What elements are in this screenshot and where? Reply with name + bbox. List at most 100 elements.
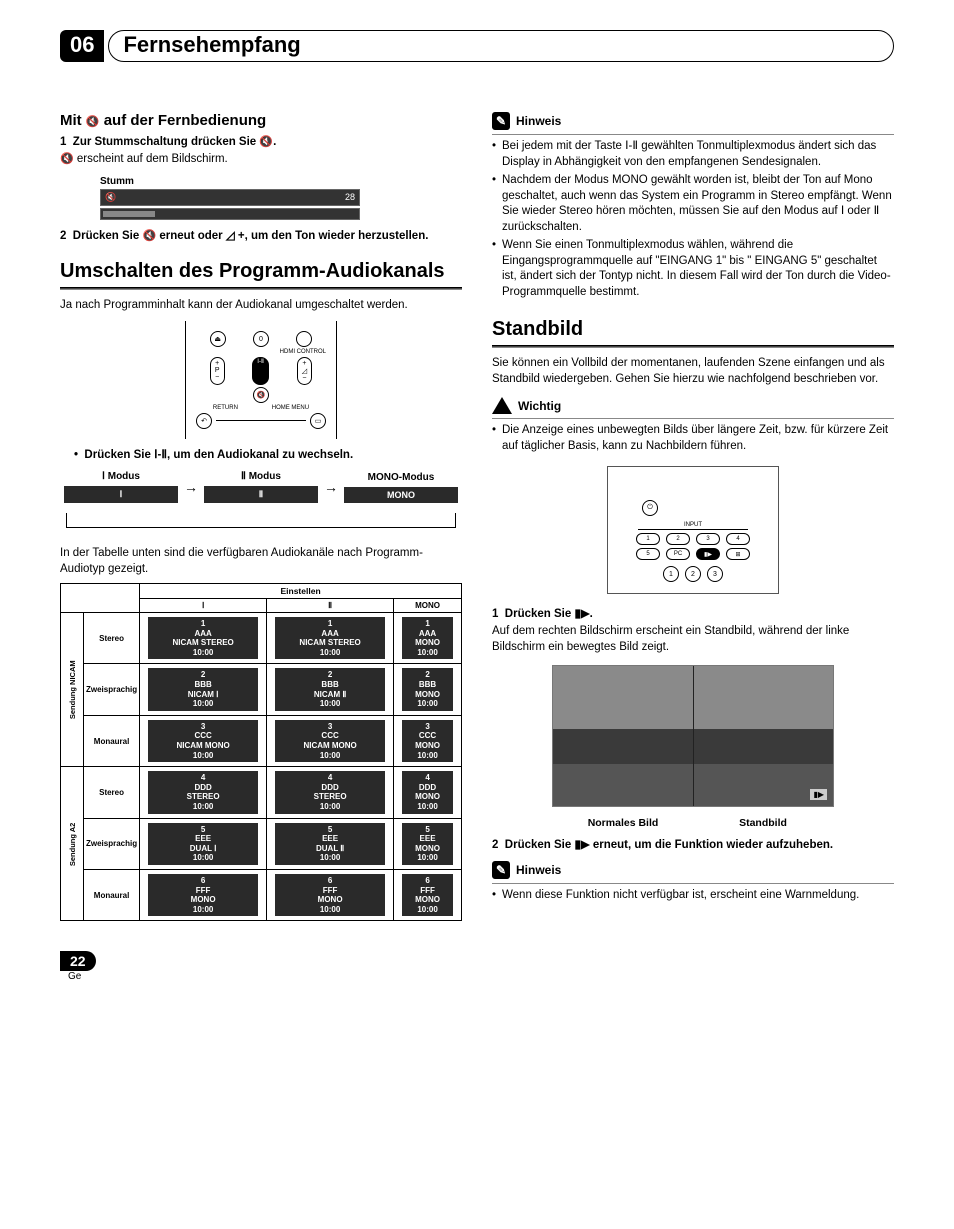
mute-osd-label: Stumm <box>100 176 360 187</box>
chapter-header: 06 Fernsehempfang <box>60 30 894 62</box>
note-bullet: Nachdem der Modus MONO gewählt worden is… <box>492 173 894 235</box>
mute-heading: Mit 🔇 auf der Fernbedienung <box>60 112 462 129</box>
remote-btn: ⏏ <box>210 331 226 347</box>
flow-return-arrow <box>66 513 456 528</box>
mute-step-1: 1 Zur Stummschaltung drücken Sie 🔇. <box>60 135 462 148</box>
remote-btn: 0 <box>253 331 269 347</box>
chapter-number: 06 <box>60 30 104 62</box>
right-column: ✎ Hinweis Bei jedem mit der Taste Ⅰ-Ⅱ ge… <box>492 102 894 921</box>
remote-power-icon: ⏻ <box>642 500 658 516</box>
mode-2: Ⅱ Modus Ⅱ <box>200 471 322 503</box>
audio-cell: 2BBBNICAM Ⅰ10:00 <box>148 668 258 710</box>
audio-cell: 3CCCNICAM MONO10:00 <box>275 720 385 762</box>
audio-cell: 4DDDMONO10:00 <box>402 771 453 813</box>
freeze-badge-icon: ▮▶ <box>810 789 827 800</box>
freeze-step-1-body: Auf dem rechten Bildschirm erscheint ein… <box>492 624 894 655</box>
remote-btn: 4 <box>726 533 750 545</box>
table-row-head: Zweisprachig <box>84 664 140 715</box>
separator <box>492 418 894 419</box>
table-col: Ⅱ <box>267 599 394 613</box>
mute-step-2: 2 Drücken Sie 🔇 erneut oder ◿ +, um den … <box>60 228 462 242</box>
standbild-intro: Sie können ein Vollbild der momentanen, … <box>492 356 894 387</box>
remote-btn: ↶ <box>196 413 212 429</box>
chapter-title: Fernsehempfang <box>108 30 894 62</box>
mute-osd: Stumm 🔇 28 <box>100 176 360 220</box>
remote-btn: 2 <box>685 566 701 582</box>
audio-cell: 5EEEMONO10:00 <box>402 823 453 865</box>
table-row-head: Monaural <box>84 715 140 766</box>
section-rule <box>492 345 894 348</box>
audio-cell: 6FFFMONO10:00 <box>148 874 258 916</box>
separator <box>492 883 894 884</box>
audio-cell: 2BBBNICAM Ⅱ10:00 <box>275 668 385 710</box>
mute-icon: 🔇 <box>60 153 74 165</box>
freeze-label-right: Standbild <box>693 817 833 829</box>
page-number: 22 <box>60 951 96 971</box>
remote-btn: ▭ <box>310 413 326 429</box>
audio-cell: 5EEEDUAL Ⅱ10:00 <box>275 823 385 865</box>
mute-osd-value: 28 <box>345 192 355 203</box>
audio-cell: 5EEEDUAL Ⅰ10:00 <box>148 823 258 865</box>
table-col: MONO <box>394 599 462 613</box>
table-group: Sendung A2 <box>61 767 84 921</box>
freeze-still-pane: ▮▶ <box>693 666 834 806</box>
freeze-preview: ▮▶ <box>552 665 834 807</box>
note-heading: ✎ Hinweis <box>492 112 894 130</box>
remote-btn: PC <box>666 548 690 560</box>
note-heading: ✎ Hinweis <box>492 861 894 879</box>
remote-btn: 1 <box>663 566 679 582</box>
volume-icon: ◿ <box>226 230 235 242</box>
remote-btn-i-ii: Ⅰ-Ⅱ <box>252 357 269 385</box>
remote-btn <box>216 420 306 429</box>
remote-input-label: INPUT <box>618 522 768 528</box>
mute-progress <box>100 208 360 220</box>
audio-section-heading: Umschalten des Programm-Audiokanals <box>60 260 462 283</box>
freeze-step-1: 1 Drücken Sie ▮▶. <box>492 606 894 620</box>
remote-diagram-2: ⏻ INPUT 1 2 3 4 5 PC ▮▶ ⊞ 1 2 <box>607 466 779 594</box>
remote-label: HOME MENU <box>272 405 309 411</box>
table-intro: In der Tabelle unten sind die verfügbare… <box>60 546 462 577</box>
remote-btn: 3 <box>707 566 723 582</box>
audio-cell: 1AAANICAM STEREO10:00 <box>148 617 258 659</box>
separator <box>492 134 894 135</box>
warning-icon <box>492 397 512 414</box>
mute-icon: 🔇 <box>142 230 156 242</box>
audio-cell: 1AAAMONO10:00 <box>402 617 453 659</box>
audio-cell: 6FFFMONO10:00 <box>275 874 385 916</box>
table-group: Sendung NICAM <box>61 613 84 767</box>
table-col: Ⅰ <box>140 599 267 613</box>
remote-btn: +◿− <box>297 357 312 385</box>
important-heading: Wichtig <box>492 397 894 414</box>
remote-btn: 🔇 <box>253 387 269 403</box>
freeze-labels: Normales Bild Standbild <box>553 817 833 829</box>
note-bullet: Wenn Sie einen Tonmultiplexmodus wählen,… <box>492 238 894 300</box>
note-icon: ✎ <box>492 112 510 130</box>
audio-cell: 1AAANICAM STEREO10:00 <box>275 617 385 659</box>
freeze-icon: ▮▶ <box>574 608 589 620</box>
mode-1: Ⅰ Modus Ⅰ <box>60 471 182 503</box>
mode-3: MONO-Modus MONO <box>340 472 462 503</box>
page-language: Ge <box>68 971 894 982</box>
freeze-icon: ▮▶ <box>696 548 720 560</box>
remote-btn: 3 <box>696 533 720 545</box>
remote-btn: 5 <box>636 548 660 560</box>
table-row-head: Monaural <box>84 869 140 920</box>
remote-btn: 2 <box>666 533 690 545</box>
table-row-head: Stereo <box>84 613 140 664</box>
arrow-icon: → <box>182 479 200 495</box>
audio-cell: 4DDDSTEREO10:00 <box>148 771 258 813</box>
page-footer: 22 Ge <box>60 951 894 982</box>
mute-icon: 🔇 <box>86 116 100 128</box>
audio-channel-table: Einstellen Ⅰ Ⅱ MONO Sendung NICAM Stereo… <box>60 583 462 921</box>
mute-osd-bar: 🔇 28 <box>100 189 360 206</box>
mute-step-1-body: 🔇 erscheint auf dem Bildschirm. <box>60 152 462 168</box>
audio-cell: 3CCCNICAM MONO10:00 <box>148 720 258 762</box>
audio-cell: 2BBBMONO10:00 <box>402 668 453 710</box>
audio-cell: 4DDDSTEREO10:00 <box>275 771 385 813</box>
important-bullet: Die Anzeige eines unbewegten Bilds über … <box>492 423 894 454</box>
audio-cell: 3CCCMONO10:00 <box>402 720 453 762</box>
audio-cell: 6FFFMONO10:00 <box>402 874 453 916</box>
remote-btn <box>296 331 312 347</box>
table-row-head: Zweisprachig <box>84 818 140 869</box>
arrow-icon: → <box>322 479 340 495</box>
